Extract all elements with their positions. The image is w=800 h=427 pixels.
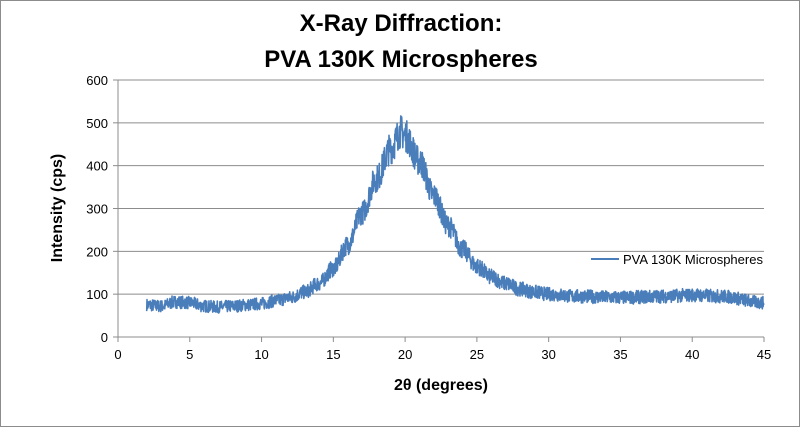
x-tick-label: 40: [685, 347, 699, 362]
y-tick-label: 400: [86, 159, 108, 174]
y-tick-label: 500: [86, 116, 108, 131]
y-tick-label: 600: [86, 73, 108, 88]
x-tick-label: 35: [613, 347, 627, 362]
y-tick-label: 100: [86, 287, 108, 302]
series-line-pva-130k: [145, 115, 765, 314]
x-tick-label: 25: [470, 347, 484, 362]
x-tick-label: 20: [398, 347, 412, 362]
y-tick-label: 300: [86, 202, 108, 217]
x-axis-label: 2θ (degrees): [394, 377, 488, 394]
chart-title-line-1: X-Ray Diffraction:: [300, 10, 503, 37]
chart-title-line-2: PVA 130K Microspheres: [264, 46, 537, 73]
legend-label: PVA 130K Microspheres: [623, 252, 763, 267]
x-tick-label: 30: [541, 347, 555, 362]
y-tick-label: 0: [101, 330, 108, 345]
x-tick-label: 0: [114, 347, 121, 362]
y-axis-label: Intensity (cps): [49, 154, 66, 262]
x-tick-label: 15: [326, 347, 340, 362]
x-tick-label: 5: [186, 347, 193, 362]
y-tick-label: 200: [86, 244, 108, 259]
x-tick-label: 10: [254, 347, 268, 362]
x-tick-label: 45: [757, 347, 771, 362]
